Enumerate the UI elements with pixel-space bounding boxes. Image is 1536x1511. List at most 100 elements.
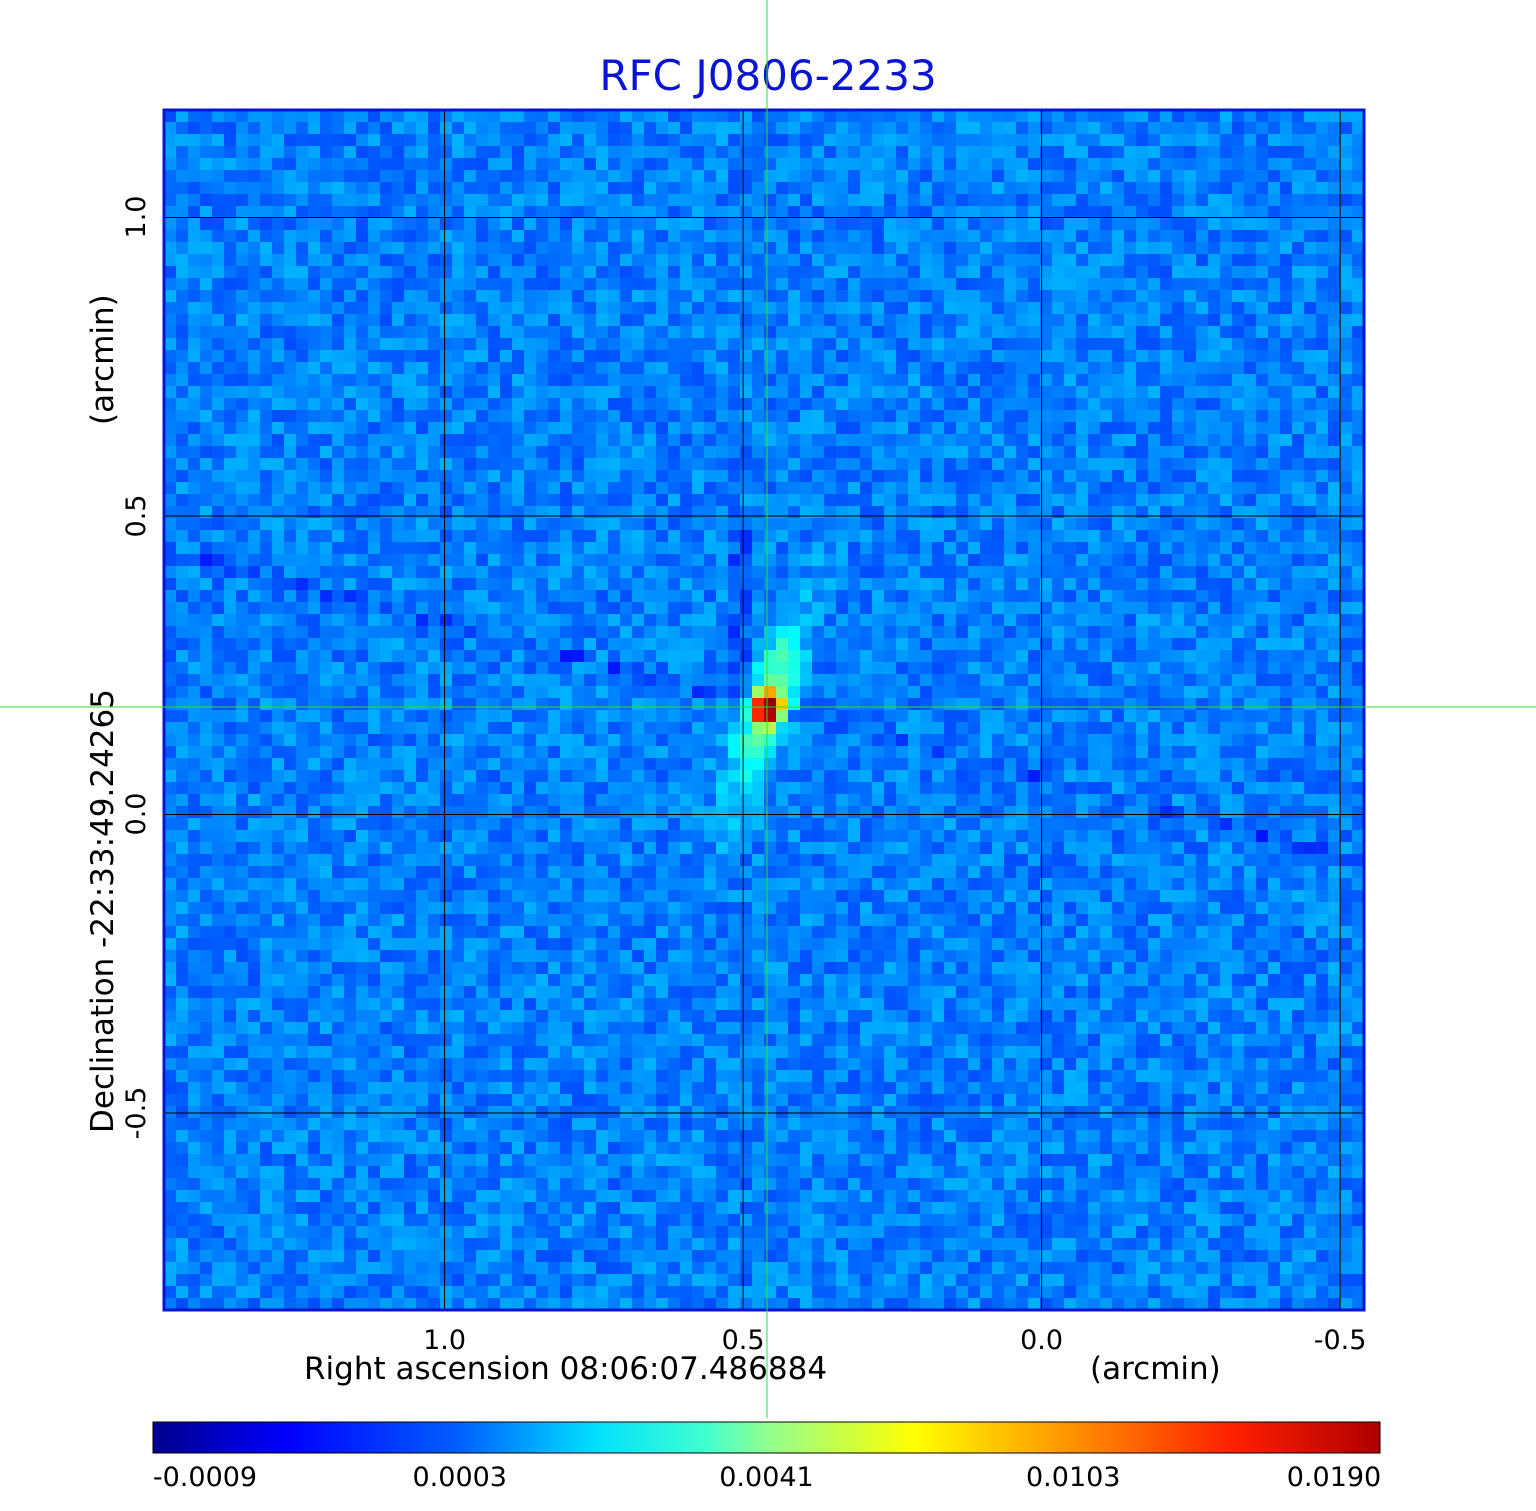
heatmap-cell [356, 386, 369, 399]
heatmap-cell [1196, 422, 1209, 435]
heatmap-cell [368, 134, 381, 147]
heatmap-cell [1220, 350, 1233, 363]
heatmap-cell [1244, 206, 1257, 219]
heatmap-cell [1244, 650, 1257, 663]
heatmap-cell [236, 182, 249, 195]
heatmap-cell [1268, 530, 1281, 543]
heatmap-cell [284, 170, 297, 183]
heatmap-cell [848, 254, 861, 267]
heatmap-cell [524, 410, 537, 423]
heatmap-cell [1292, 614, 1305, 627]
heatmap-cell [1148, 686, 1161, 699]
heatmap-cell [476, 470, 489, 483]
heatmap-cell [824, 494, 837, 507]
heatmap-cell [296, 566, 309, 579]
heatmap-cell [404, 278, 417, 291]
heatmap-cell [668, 410, 681, 423]
heatmap-cell [1232, 230, 1245, 243]
heatmap-cell [560, 158, 573, 171]
heatmap-cell [572, 134, 585, 147]
heatmap-cell [548, 134, 561, 147]
heatmap-cell [536, 662, 549, 675]
heatmap-cell [476, 590, 489, 603]
heatmap-cell [488, 590, 501, 603]
heatmap-cell [992, 110, 1005, 123]
heatmap-cell [416, 674, 429, 687]
heatmap-cell [1100, 542, 1113, 555]
heatmap-cell [1256, 278, 1269, 291]
heatmap-cell [704, 338, 717, 351]
heatmap-cell [1352, 422, 1364, 435]
heatmap-cell [596, 662, 609, 675]
heatmap-cell [740, 386, 753, 399]
heatmap-cell [380, 434, 393, 447]
heatmap-cell [1064, 302, 1077, 315]
heatmap-cell [392, 206, 405, 219]
heatmap-cell [1004, 698, 1017, 711]
heatmap-cell [344, 302, 357, 315]
heatmap-cell [1280, 134, 1293, 147]
heatmap-cell [608, 398, 621, 411]
heatmap-cell [536, 674, 549, 687]
heatmap-cell [788, 206, 801, 219]
heatmap-cell [512, 542, 525, 555]
heatmap-cell [992, 170, 1005, 183]
heatmap-cell [1280, 422, 1293, 435]
heatmap-cell [884, 326, 897, 339]
heatmap-cell [512, 398, 525, 411]
heatmap-cell [1112, 470, 1125, 483]
heatmap-cell [968, 494, 981, 507]
heatmap-cell [1292, 170, 1305, 183]
heatmap-cell [212, 110, 225, 123]
heatmap-cell [608, 110, 621, 123]
heatmap-cell [572, 698, 585, 711]
heatmap-cell [1040, 338, 1053, 351]
heatmap-cell [1220, 122, 1233, 135]
heatmap-cell [512, 242, 525, 255]
heatmap-cell [812, 170, 825, 183]
heatmap-cell [404, 506, 417, 519]
heatmap-cell [596, 362, 609, 375]
heatmap-cell [416, 566, 429, 579]
heatmap-cell [488, 578, 501, 591]
heatmap-cell [1208, 542, 1221, 555]
heatmap-cell [200, 626, 213, 639]
heatmap-cell [476, 422, 489, 435]
heatmap-cell [944, 290, 957, 303]
heatmap-cell [740, 398, 753, 411]
heatmap-cell [380, 458, 393, 471]
heatmap-cell [656, 194, 669, 207]
heatmap-cell [368, 290, 381, 303]
heatmap-cell [1196, 242, 1209, 255]
heatmap-cell [824, 314, 837, 327]
heatmap-cell [1100, 458, 1113, 471]
heatmap-cell [920, 542, 933, 555]
heatmap-cell [1076, 206, 1089, 219]
heatmap-cell [584, 326, 597, 339]
heatmap-cell [1076, 350, 1089, 363]
heatmap-cell [308, 218, 321, 231]
heatmap-cell [1208, 470, 1221, 483]
heatmap-cell [596, 410, 609, 423]
heatmap-cell [620, 338, 633, 351]
heatmap-cell [1184, 170, 1197, 183]
heatmap-cell [176, 410, 189, 423]
heatmap-cell [884, 206, 897, 219]
heatmap-cell [1172, 158, 1185, 171]
heatmap-cell [1028, 122, 1041, 135]
heatmap-cell [404, 554, 417, 567]
heatmap-cell [452, 206, 465, 219]
heatmap-cell [788, 170, 801, 183]
heatmap-cell [200, 578, 213, 591]
heatmap-cell [392, 470, 405, 483]
heatmap-cell [656, 362, 669, 375]
heatmap-cell [560, 350, 573, 363]
heatmap-cell [620, 146, 633, 159]
heatmap-cell [380, 338, 393, 351]
heatmap-cell [1004, 650, 1017, 663]
heatmap-cell [500, 662, 513, 675]
heatmap-cell [680, 518, 693, 531]
heatmap-cell [368, 194, 381, 207]
heatmap-cell [452, 602, 465, 615]
